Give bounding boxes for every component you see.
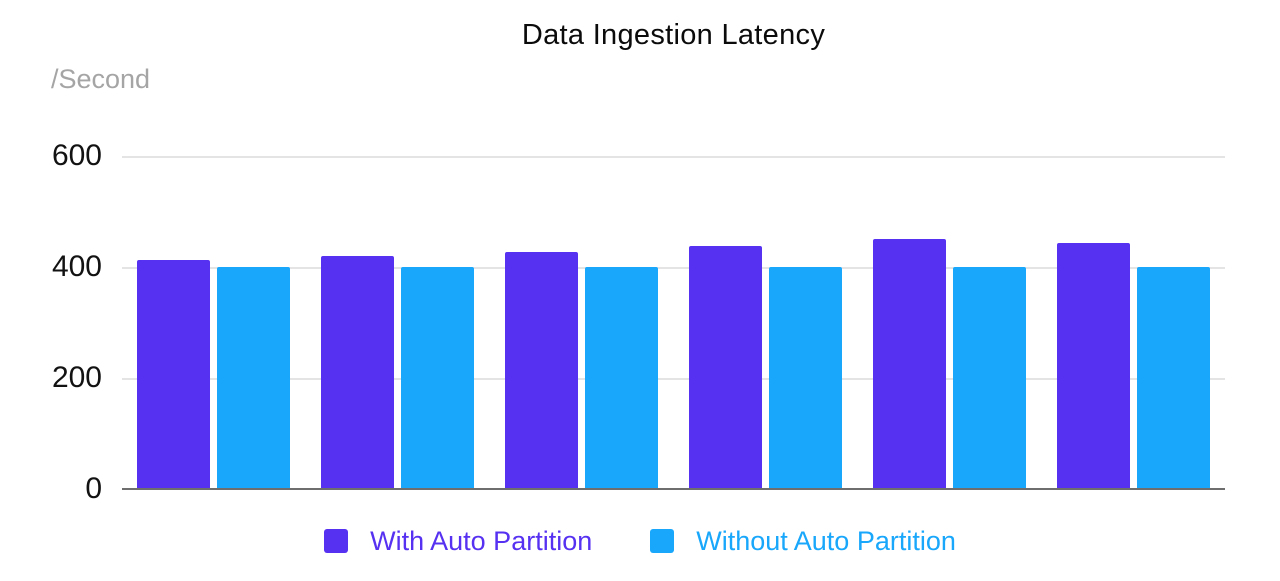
y-tick-label-400: 400 xyxy=(51,250,102,283)
bar-without-auto-partition-3 xyxy=(585,267,659,489)
bar-with-auto-partition-5 xyxy=(872,239,946,489)
bar-with-auto-partition-6 xyxy=(1056,242,1130,489)
bar-with-auto-partition-1 xyxy=(137,260,211,489)
bar-with-auto-partition-3 xyxy=(505,251,579,489)
legend-swatch-with-auto-partition xyxy=(324,529,349,553)
legend-label-with-auto-partition: With Auto Partition xyxy=(370,525,593,556)
bar-group-5 xyxy=(857,156,1041,489)
bar-with-auto-partition-2 xyxy=(321,255,395,489)
bar-without-auto-partition-1 xyxy=(217,267,291,489)
legend-swatch-without-auto-partition xyxy=(650,529,675,553)
legend-item-without-auto-partition: Without Auto Partition xyxy=(650,526,956,557)
bar-group-2 xyxy=(306,156,490,489)
y-tick-label-200: 200 xyxy=(51,361,102,394)
bar-without-auto-partition-5 xyxy=(952,267,1026,489)
bar-without-auto-partition-2 xyxy=(401,267,475,489)
bar-groups xyxy=(122,156,1225,489)
x-axis-line xyxy=(122,488,1225,490)
bar-group-4 xyxy=(673,156,857,489)
legend-label-without-auto-partition: Without Auto Partition xyxy=(696,525,956,556)
bar-without-auto-partition-6 xyxy=(1136,267,1210,489)
bar-group-6 xyxy=(1041,156,1225,489)
y-axis-unit-label: /Second xyxy=(51,64,151,94)
legend-item-with-auto-partition: With Auto Partition xyxy=(324,526,592,557)
bar-group-1 xyxy=(122,156,306,489)
bar-group-3 xyxy=(490,156,674,489)
bar-with-auto-partition-4 xyxy=(688,245,762,489)
bar-without-auto-partition-4 xyxy=(768,267,842,489)
y-tick-label-600: 600 xyxy=(51,139,102,172)
chart-title: Data Ingestion Latency xyxy=(521,19,826,51)
legend: With Auto Partition Without Auto Partitio… xyxy=(0,522,1280,560)
plot-area xyxy=(122,156,1225,490)
y-tick-label-0: 0 xyxy=(85,472,102,505)
gridline-400 xyxy=(122,267,1225,269)
gridline-600 xyxy=(122,156,1225,158)
gridline-200 xyxy=(122,378,1225,380)
